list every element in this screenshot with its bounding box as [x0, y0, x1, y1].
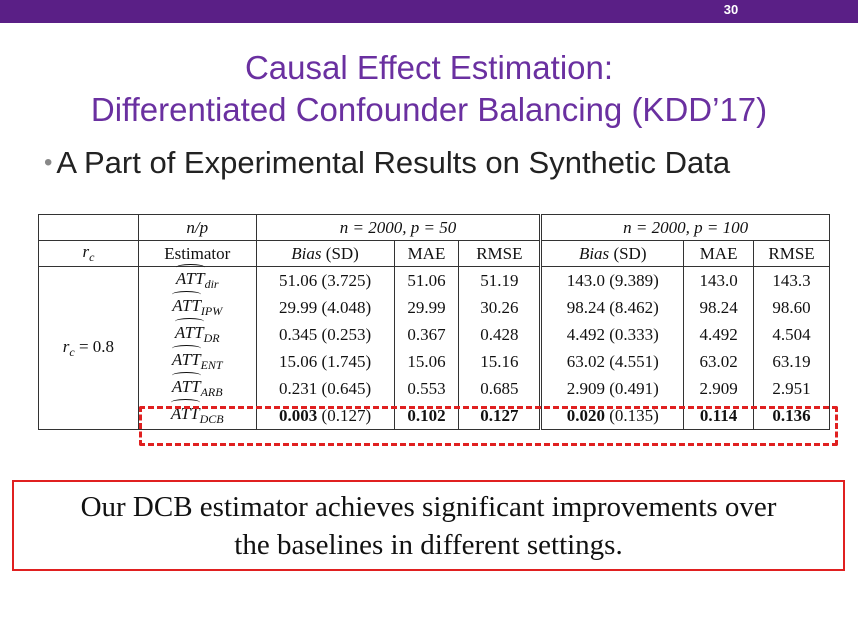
table-row: ATTENT 15.06 (1.745) 15.06 15.16 63.02 (… — [39, 345, 830, 375]
g1-rmse-cell: 15.16 — [458, 348, 541, 375]
corner-cell — [38, 214, 139, 241]
np-header: n/p — [137, 214, 257, 241]
table-row: ATTIPW 29.99 (4.048) 29.99 30.26 98.24 (… — [39, 291, 830, 321]
estimator-header: Estimator — [137, 240, 257, 267]
estimator-cell: ATTARB — [137, 372, 257, 402]
g2-bias-cell: 63.02 (4.551) — [539, 348, 684, 375]
g2-rmse-cell: 63.19 — [753, 348, 830, 375]
callout-line-2: the baselines in different settings. — [234, 529, 623, 561]
g2-mae-cell: 143.0 — [683, 266, 754, 294]
g2-rmse-cell: 4.504 — [753, 321, 830, 348]
dcb-highlight-box — [139, 406, 838, 446]
g1-mae-cell: 15.06 — [393, 348, 459, 375]
bullet-point: • A Part of Experimental Results on Synth… — [44, 145, 730, 181]
g2-mae-cell: 98.24 — [683, 294, 754, 321]
g2-rmse-cell: 98.60 — [753, 294, 830, 321]
g1-mae-cell: 0.367 — [393, 321, 459, 348]
header-row-2: rc Estimator Bias (SD) MAE RMSE Bias (SD… — [38, 240, 830, 267]
g1-rmse-cell: 0.428 — [458, 321, 541, 348]
bullet-dot-icon: • — [44, 149, 53, 176]
g1-rmse-cell: 30.26 — [458, 294, 541, 321]
results-table: n/p n = 2000, p = 50 n = 2000, p = 100 r… — [38, 214, 830, 430]
callout-line-1: Our DCB estimator achieves significant i… — [80, 491, 777, 523]
table-row: rc = 0.8 ATTdir 51.06 (3.725) 51.06 51.1… — [39, 264, 830, 359]
g1-bias-cell: 29.99 (4.048) — [255, 294, 394, 321]
slide-title: Causal Effect Estimation: Differentiated… — [0, 47, 858, 131]
group1-header: n = 2000, p = 50 — [255, 214, 541, 241]
g2-rmse-cell: 143.3 — [753, 266, 830, 294]
g1-mae-cell: 51.06 — [393, 266, 459, 294]
table-row: ATTDR 0.345 (0.253) 0.367 0.428 4.492 (0… — [39, 318, 830, 348]
g2-bias-cell: 2.909 (0.491) — [539, 375, 684, 402]
g2-rmse-cell: 2.951 — [753, 375, 830, 402]
g2-bias-header: Bias (SD) — [539, 240, 684, 267]
g2-rmse-header: RMSE — [753, 240, 830, 267]
g1-mae-header: MAE — [393, 240, 459, 267]
g1-bias-cell: 15.06 (1.745) — [255, 348, 394, 375]
g2-mae-cell: 63.02 — [683, 348, 754, 375]
g1-mae-cell: 0.553 — [393, 375, 459, 402]
table-row: ATTARB 0.231 (0.645) 0.553 0.685 2.909 (… — [39, 372, 830, 402]
title-line-2: Differentiated Confounder Balancing (KDD… — [90, 91, 768, 128]
rc-header: rc — [38, 240, 139, 267]
g1-bias-cell: 0.345 (0.253) — [255, 321, 394, 348]
g2-mae-header: MAE — [683, 240, 754, 267]
bullet-text: A Part of Experimental Results on Synthe… — [56, 145, 731, 180]
g1-bias-cell: 51.06 (3.725) — [255, 266, 394, 294]
g2-mae-cell: 4.492 — [683, 321, 754, 348]
g1-mae-cell: 29.99 — [393, 294, 459, 321]
title-line-1: Causal Effect Estimation: — [244, 49, 614, 86]
rc-value-cell: rc = 0.8 — [62, 336, 115, 359]
estimator-cell: ATTIPW — [137, 291, 257, 321]
g2-bias-cell: 143.0 (9.389) — [539, 266, 684, 294]
g1-bias-header: Bias (SD) — [255, 240, 394, 267]
estimator-cell: ATTENT — [137, 345, 257, 375]
g2-bias-cell: 4.492 (0.333) — [539, 321, 684, 348]
header-row-1: n/p n = 2000, p = 50 n = 2000, p = 100 — [38, 214, 830, 241]
group2-header: n = 2000, p = 100 — [539, 214, 830, 241]
g1-rmse-cell: 51.19 — [458, 266, 541, 294]
g1-rmse-cell: 0.685 — [458, 375, 541, 402]
top-bar: 30 — [0, 0, 858, 23]
g1-rmse-header: RMSE — [458, 240, 541, 267]
estimator-cell: ATTdir — [137, 264, 257, 294]
g2-mae-cell: 2.909 — [683, 375, 754, 402]
conclusion-callout: Our DCB estimator achieves significant i… — [12, 480, 845, 571]
slide-number: 30 — [723, 2, 739, 17]
estimator-cell: ATTDR — [137, 318, 257, 348]
g2-bias-cell: 98.24 (8.462) — [539, 294, 684, 321]
g1-bias-cell: 0.231 (0.645) — [255, 375, 394, 402]
